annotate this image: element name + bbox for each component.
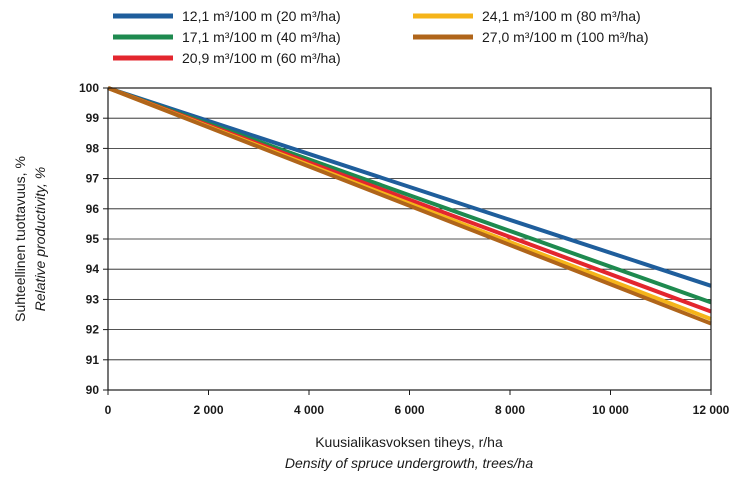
x-axis-title: Kuusialikasvoksen tiheys, r/ha — [315, 434, 503, 450]
legend-label-4: 24,1 m³/100 m (80 m³/ha) — [482, 8, 641, 24]
y-tick-label-98: 98 — [86, 141, 100, 155]
x-tick-label-8000: 8 000 — [495, 403, 525, 417]
x-tick-label-6000: 6 000 — [394, 403, 424, 417]
y-tick-label-100: 100 — [79, 81, 99, 95]
y-tick-label-94: 94 — [86, 262, 100, 276]
series-line-5 — [107, 86, 712, 326]
y-tick-label-97: 97 — [86, 172, 100, 186]
x-tick-label-0: 0 — [105, 403, 112, 417]
y-tick-label-96: 96 — [86, 202, 100, 216]
y-tick-label-90: 90 — [86, 383, 100, 397]
y-tick-label-93: 93 — [86, 292, 100, 306]
legend-label-3: 20,9 m³/100 m (60 m³/ha) — [182, 50, 341, 66]
x-tick-label-12000: 12 000 — [693, 403, 730, 417]
gridlines — [108, 117, 711, 361]
y-tick-label-91: 91 — [86, 353, 100, 367]
legend: 12,1 m³/100 m (20 m³/ha) 17,1 m³/100 m (4… — [113, 8, 649, 66]
x-axis-ticks: 0 2 000 4 000 6 000 8 000 10 000 12 000 — [105, 390, 730, 417]
y-axis-title: Suhteellinen tuottavuus, % — [12, 156, 28, 322]
x-axis-title-english: Density of spruce undergrowth, trees/ha — [285, 455, 533, 471]
y-tick-label-95: 95 — [86, 232, 100, 246]
x-tick-label-4000: 4 000 — [294, 403, 324, 417]
x-tick-label-10000: 10 000 — [592, 403, 629, 417]
series-lines — [107, 86, 712, 326]
y-tick-label-92: 92 — [86, 323, 100, 337]
series-line-1 — [107, 86, 712, 288]
legend-label-5: 27,0 m³/100 m (100 m³/ha) — [482, 29, 649, 45]
y-axis-title-english: Relative productivity, % — [32, 167, 48, 311]
legend-label-2: 17,1 m³/100 m (40 m³/ha) — [182, 29, 341, 45]
x-tick-label-2000: 2 000 — [193, 403, 223, 417]
y-tick-label-99: 99 — [86, 111, 100, 125]
legend-label-1: 12,1 m³/100 m (20 m³/ha) — [182, 8, 341, 24]
y-axis-ticks: 90 91 92 93 94 95 96 97 98 99 100 — [79, 81, 108, 397]
